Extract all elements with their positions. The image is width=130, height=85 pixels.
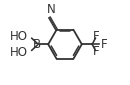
Text: F: F: [101, 38, 108, 51]
Text: F: F: [93, 30, 100, 43]
Text: B: B: [33, 38, 41, 51]
Text: N: N: [47, 3, 55, 16]
Text: HO: HO: [10, 46, 28, 59]
Text: HO: HO: [10, 30, 28, 43]
Text: F: F: [93, 45, 100, 58]
